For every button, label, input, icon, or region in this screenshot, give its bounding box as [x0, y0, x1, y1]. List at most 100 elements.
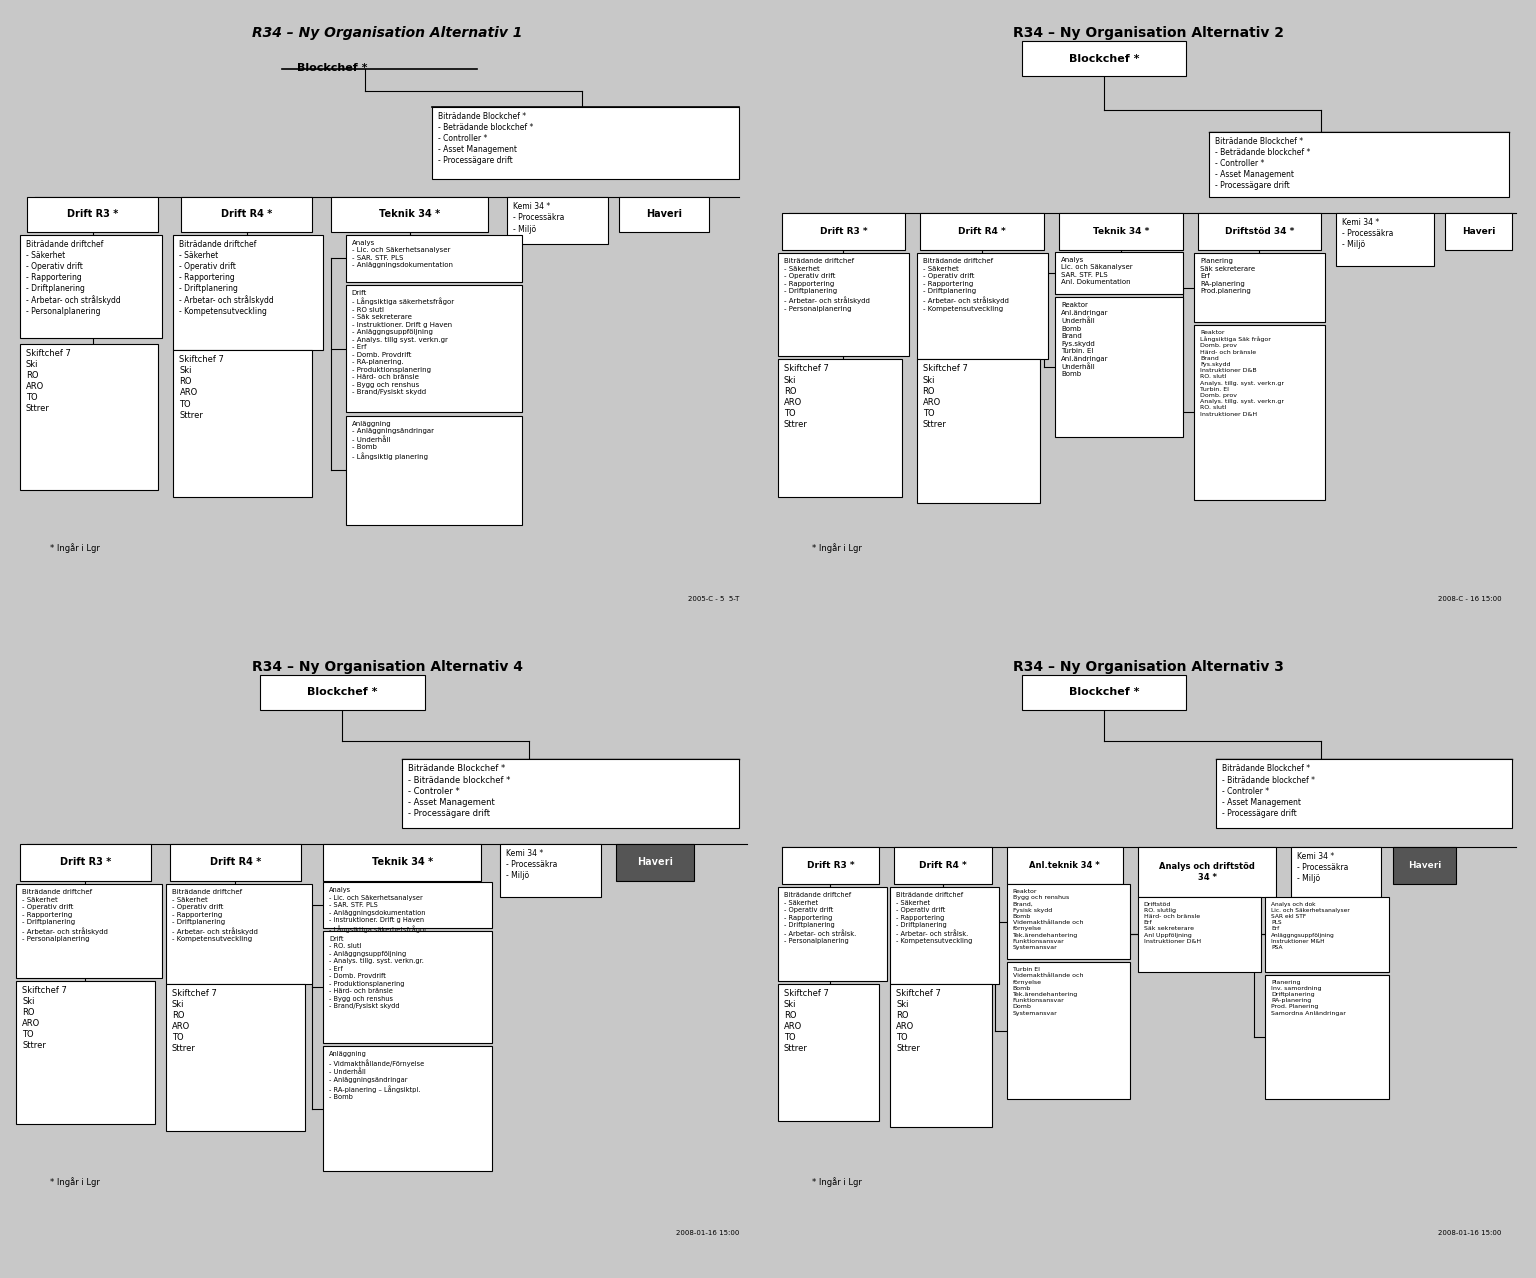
Text: Skiftchef 7
Ski
RO
ARO
TO
Sttrer: Skiftchef 7 Ski RO ARO TO Sttrer: [22, 985, 68, 1051]
Text: Planering
Säk sekreterare
Erf
RA-planering
Prod.planering: Planering Säk sekreterare Erf RA-planeri…: [1200, 258, 1255, 294]
FancyBboxPatch shape: [260, 675, 424, 709]
Text: Blockchef *: Blockchef *: [296, 63, 367, 73]
Text: Haveri: Haveri: [647, 210, 682, 220]
FancyBboxPatch shape: [1021, 675, 1186, 709]
Text: Haveri: Haveri: [637, 858, 673, 868]
Text: Teknik 34 *: Teknik 34 *: [1092, 227, 1149, 236]
Text: Anläggning
- Vidmakthållande/Förnyelse
- Underhåll
- Anläggningsändringar
- RA-p: Anläggning - Vidmakthållande/Förnyelse -…: [329, 1052, 424, 1100]
Text: 2005-C - 5  5-T: 2005-C - 5 5-T: [688, 597, 739, 602]
Text: R34 – Ny Organisation Alternativ 3: R34 – Ny Organisation Alternativ 3: [1014, 659, 1284, 674]
FancyBboxPatch shape: [1021, 41, 1186, 75]
Text: Biträdande driftchef
- Säkerhet
- Operativ drift
- Rapportering
- Driftplanering: Biträdande driftchef - Säkerhet - Operat…: [923, 258, 1009, 312]
FancyBboxPatch shape: [777, 984, 879, 1121]
Text: Analys
- Lic. och Säkerhetsanalyser
- SAR. STF. PLS
- Anläggningsdokumentation
-: Analys - Lic. och Säkerhetsanalyser - SA…: [329, 887, 427, 933]
Text: Haveri: Haveri: [1462, 227, 1496, 236]
Text: Biträdande driftchef
- Säkerhet
- Operativ drift
- Rapportering
- Driftplanering: Biträdande driftchef - Säkerhet - Operat…: [783, 892, 856, 944]
Text: Drift
- Långsiktiga säkerhetsfrågor
- RO slutl
- Säk sekreterare
- Instruktioner: Drift - Långsiktiga säkerhetsfrågor - RO…: [352, 290, 455, 395]
FancyBboxPatch shape: [1292, 847, 1381, 897]
Text: Analys och driftstöd
34 *: Analys och driftstöd 34 *: [1160, 861, 1255, 882]
Text: Blockchef *: Blockchef *: [1069, 688, 1140, 698]
FancyBboxPatch shape: [891, 984, 992, 1127]
FancyBboxPatch shape: [15, 884, 163, 978]
FancyBboxPatch shape: [917, 359, 1040, 504]
FancyBboxPatch shape: [1055, 296, 1183, 437]
Text: * Ingår i Lgr: * Ingår i Lgr: [49, 1177, 100, 1187]
FancyBboxPatch shape: [1058, 213, 1183, 250]
Text: Skiftchef 7
Ski
RO
ARO
TO
Sttrer: Skiftchef 7 Ski RO ARO TO Sttrer: [897, 989, 942, 1053]
FancyBboxPatch shape: [782, 213, 905, 250]
Text: Biträdande driftchef
- Säkerhet
- Operativ drift
- Rapportering
- Driftplanering: Biträdande driftchef - Säkerhet - Operat…: [897, 892, 972, 944]
Text: Kemi 34 *
- Processäkra
- Miljö: Kemi 34 * - Processäkra - Miljö: [513, 202, 564, 234]
Text: Anläggning
- Anläggningsändringar
- Underhåll
- Bomb
- Långsiktig planering: Anläggning - Anläggningsändringar - Unde…: [352, 420, 433, 460]
FancyBboxPatch shape: [1445, 213, 1513, 250]
Text: Reaktor
Bygg och renshus
Brand,
Fysisk skydd
Bomb
Videmakthållande och
förnyelse: Reaktor Bygg och renshus Brand, Fysisk s…: [1012, 889, 1083, 950]
Text: Biträdande driftchef
- Säkerhet
- Operativ drift
- Rapportering
- Driftplanering: Biträdande driftchef - Säkerhet - Operat…: [783, 258, 869, 312]
Text: Kemi 34 *
- Processäkra
- Miljö: Kemi 34 * - Processäkra - Miljö: [1298, 852, 1349, 883]
FancyBboxPatch shape: [174, 350, 312, 497]
Text: Biträdande Blockchef *
- Beträdande blockchef *
- Controller *
- Asset Managemen: Biträdande Blockchef * - Beträdande bloc…: [1215, 137, 1310, 190]
Text: Drift R3 *: Drift R3 *: [60, 858, 111, 868]
Text: Haveri: Haveri: [1407, 861, 1441, 870]
Text: Analys och dok
Lic. och Säkerhetsanalyser
SAR ekl STF
PLS
Erf
Anläggngsuppföljni: Analys och dok Lic. och Säkerhetsanalyse…: [1272, 902, 1350, 950]
Text: Biträdande Blockchef *
- Biträdande blockchef *
- Controler *
- Asset Management: Biträdande Blockchef * - Biträdande bloc…: [1223, 764, 1315, 818]
Text: Skiftchef 7
Ski
RO
ARO
TO
Sttrer: Skiftchef 7 Ski RO ARO TO Sttrer: [783, 364, 829, 429]
FancyBboxPatch shape: [1266, 975, 1389, 1099]
FancyBboxPatch shape: [15, 982, 155, 1125]
Text: Drift R3 *: Drift R3 *: [820, 227, 868, 236]
FancyBboxPatch shape: [917, 253, 1048, 359]
Text: Anl.teknik 34 *: Anl.teknik 34 *: [1029, 861, 1100, 870]
FancyBboxPatch shape: [1193, 325, 1326, 500]
Text: R34 – Ny Organisation Alternativ 4: R34 – Ny Organisation Alternativ 4: [252, 659, 522, 674]
FancyBboxPatch shape: [1266, 897, 1389, 971]
FancyBboxPatch shape: [20, 344, 158, 491]
Text: Planering
Inv. samordning
Driftplanering
RA-planering
Prod. Planering
Samordna A: Planering Inv. samordning Driftplanering…: [1272, 980, 1346, 1016]
FancyBboxPatch shape: [324, 843, 481, 881]
FancyBboxPatch shape: [1138, 847, 1276, 897]
FancyBboxPatch shape: [777, 253, 909, 357]
FancyBboxPatch shape: [346, 235, 522, 281]
FancyBboxPatch shape: [20, 235, 163, 337]
Text: Biträdande driftchef
- Säkerhet
- Operativ drift
- Rapportering
- Driftplanering: Biträdande driftchef - Säkerhet - Operat…: [180, 240, 275, 317]
Text: Biträdande Blockchef *
- Beträdande blockchef *
- Controller *
- Asset Managemen: Biträdande Blockchef * - Beträdande bloc…: [438, 112, 533, 165]
FancyBboxPatch shape: [1138, 897, 1261, 971]
Text: 2008-C - 16 15:00: 2008-C - 16 15:00: [1438, 597, 1501, 602]
FancyBboxPatch shape: [346, 415, 522, 525]
Text: Driftstöd 34 *: Driftstöd 34 *: [1224, 227, 1295, 236]
Text: Kemi 34 *
- Processäkra
- Miljö: Kemi 34 * - Processäkra - Miljö: [1342, 219, 1393, 249]
FancyBboxPatch shape: [894, 847, 992, 884]
FancyBboxPatch shape: [330, 197, 488, 231]
Text: Teknik 34 *: Teknik 34 *: [379, 210, 441, 220]
FancyBboxPatch shape: [777, 887, 886, 982]
Text: * Ingår i Lgr: * Ingår i Lgr: [811, 543, 862, 553]
Text: Drift
- RO. slutl
- Anläggngsuppföljning
- Analys. tillg. syst. verkn.gr.
- Erf
: Drift - RO. slutl - Anläggngsuppföljning…: [329, 935, 424, 1010]
Text: Drift R4 *: Drift R4 *: [919, 861, 966, 870]
Text: Analys
- Lic. och Säkerhetsanalyser
- SAR. STF. PLS
- Anläggningsdokumentation: Analys - Lic. och Säkerhetsanalyser - SA…: [352, 240, 453, 268]
Text: Turbin El
Videmakthållande och
förnyelse
Bomb
Tek.ärendehantering
Funktionsansva: Turbin El Videmakthållande och förnyelse…: [1012, 967, 1083, 1016]
FancyBboxPatch shape: [166, 884, 312, 984]
FancyBboxPatch shape: [1217, 759, 1513, 828]
Text: Analys
Lic. och Säkanalyser
SAR. STF. PLS
Anl. Dokumentation: Analys Lic. och Säkanalyser SAR. STF. PL…: [1061, 257, 1134, 285]
FancyBboxPatch shape: [166, 984, 304, 1131]
Text: Haveri: Haveri: [1407, 861, 1441, 870]
FancyBboxPatch shape: [507, 197, 608, 244]
FancyBboxPatch shape: [432, 107, 739, 179]
Text: Skiftchef 7
Ski
RO
ARO
TO
Sttrer: Skiftchef 7 Ski RO ARO TO Sttrer: [783, 989, 829, 1053]
FancyBboxPatch shape: [28, 197, 158, 231]
Text: 2008-01-16 15:00: 2008-01-16 15:00: [1438, 1231, 1501, 1236]
Text: Blockchef *: Blockchef *: [1069, 54, 1140, 64]
FancyBboxPatch shape: [324, 1047, 492, 1171]
Text: * Ingår i Lgr: * Ingår i Lgr: [811, 1177, 862, 1187]
FancyBboxPatch shape: [1198, 213, 1321, 250]
FancyBboxPatch shape: [346, 285, 522, 413]
FancyBboxPatch shape: [619, 197, 710, 231]
Text: Blockchef *: Blockchef *: [307, 688, 378, 698]
Text: Teknik 34 *: Teknik 34 *: [372, 858, 433, 868]
Text: Drift R4 *: Drift R4 *: [221, 210, 272, 220]
Text: Skiftchef 7
Ski
RO
ARO
TO
Sttrer: Skiftchef 7 Ski RO ARO TO Sttrer: [172, 989, 217, 1053]
FancyBboxPatch shape: [324, 930, 492, 1043]
FancyBboxPatch shape: [174, 235, 324, 350]
FancyBboxPatch shape: [499, 843, 601, 897]
FancyBboxPatch shape: [1006, 962, 1130, 1099]
FancyBboxPatch shape: [616, 843, 694, 881]
Text: Haveri: Haveri: [637, 858, 673, 868]
